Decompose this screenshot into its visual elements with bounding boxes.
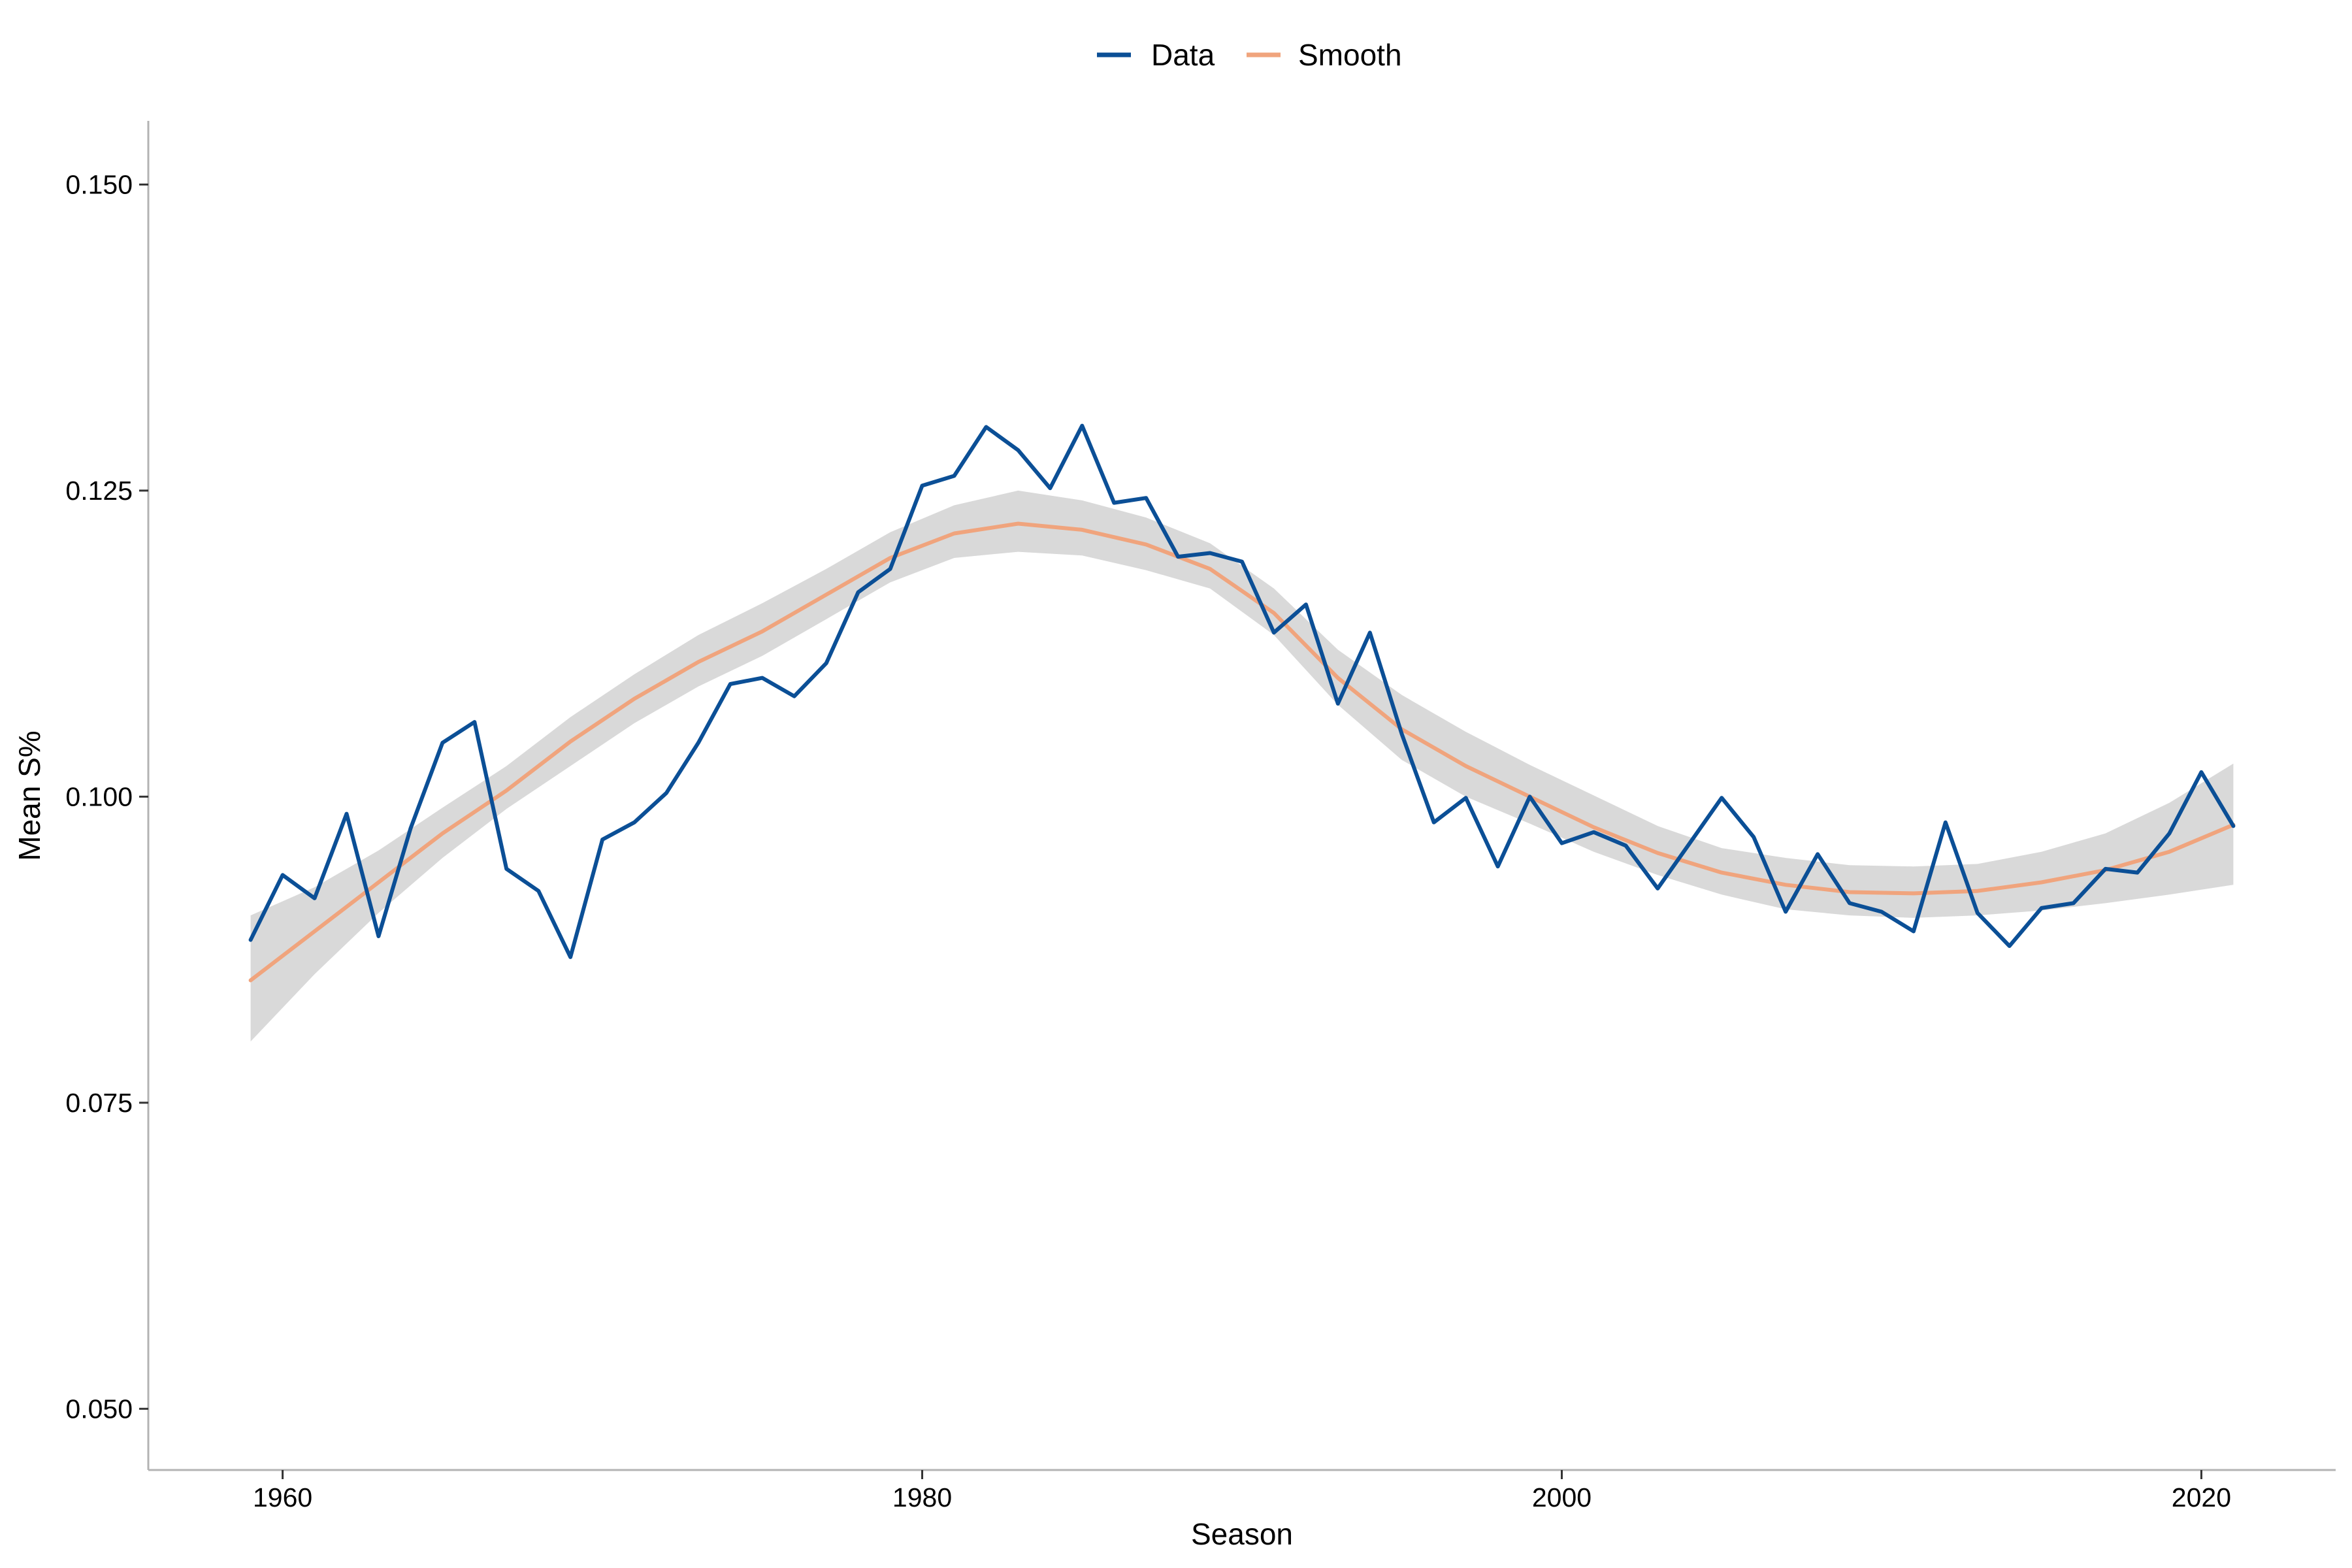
plot-area (248, 423, 2236, 1042)
y-tick-label: 0.100 (65, 781, 133, 811)
x-axis-title: Season (1191, 1517, 1293, 1551)
x-tick-label: 1960 (253, 1482, 312, 1512)
y-tick-label: 0.050 (65, 1394, 133, 1424)
data-series-line (248, 423, 2236, 959)
smooth-series-line (248, 521, 2236, 983)
y-tick-label: 0.125 (65, 476, 133, 506)
confidence-band (250, 490, 2234, 1042)
x-tick-label: 1980 (892, 1482, 952, 1512)
x-tick-label: 2020 (2172, 1482, 2231, 1512)
y-tick-label: 0.150 (65, 169, 133, 199)
y-axis-title: Mean S% (12, 730, 46, 860)
y-axis-ticks: 0.050 0.075 0.100 0.125 0.150 (65, 169, 148, 1424)
y-tick-label: 0.075 (65, 1088, 133, 1118)
x-axis-ticks: 1960 1980 2000 2020 (253, 1470, 2231, 1512)
legend-label-data: Data (1151, 38, 1215, 72)
legend-label-smooth: Smooth (1298, 38, 1402, 72)
legend: Data Smooth (1097, 38, 1402, 72)
x-tick-label: 2000 (1532, 1482, 1592, 1512)
